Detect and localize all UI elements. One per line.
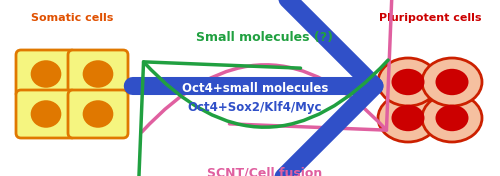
FancyBboxPatch shape <box>16 50 76 98</box>
Ellipse shape <box>422 94 482 142</box>
Ellipse shape <box>392 105 424 131</box>
Ellipse shape <box>84 61 112 87</box>
Ellipse shape <box>436 69 468 95</box>
FancyBboxPatch shape <box>68 90 128 138</box>
Ellipse shape <box>436 105 468 131</box>
Ellipse shape <box>84 101 112 127</box>
Ellipse shape <box>32 101 60 127</box>
Ellipse shape <box>392 69 424 95</box>
Text: Somatic cells: Somatic cells <box>31 13 113 23</box>
FancyBboxPatch shape <box>68 50 128 98</box>
Text: SCNT/Cell fusion: SCNT/Cell fusion <box>208 166 322 176</box>
Text: Pluripotent cells: Pluripotent cells <box>379 13 481 23</box>
Text: Oct4+small molecules: Oct4+small molecules <box>182 81 328 95</box>
Ellipse shape <box>422 58 482 106</box>
Ellipse shape <box>378 94 438 142</box>
FancyBboxPatch shape <box>16 90 76 138</box>
Text: Small molecules (?): Small molecules (?) <box>196 32 334 45</box>
Ellipse shape <box>378 58 438 106</box>
Text: Oct4+Sox2/Klf4/Myc: Oct4+Sox2/Klf4/Myc <box>188 102 322 115</box>
Ellipse shape <box>32 61 60 87</box>
